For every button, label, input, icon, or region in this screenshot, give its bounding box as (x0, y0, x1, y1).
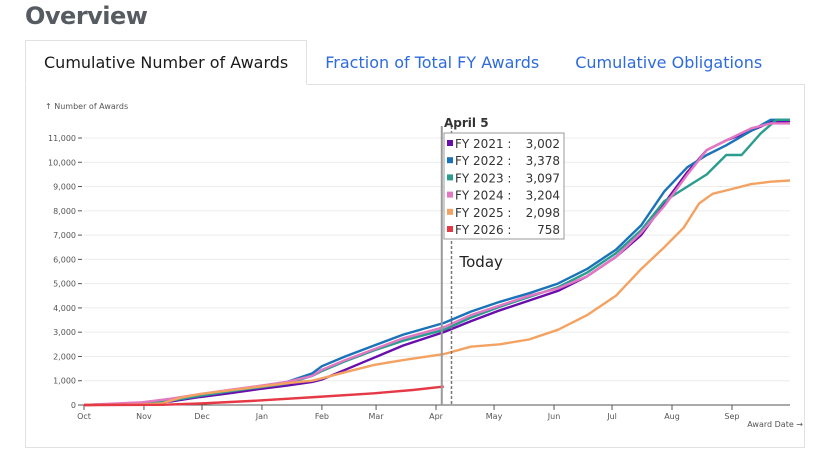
y-tick-label: 10,000 (48, 158, 76, 167)
y-tick-label: 2,000 (53, 352, 76, 361)
x-tick-label: Sep (724, 412, 739, 421)
hover-date-label: April 5 (444, 116, 489, 130)
y-tick-label: 9,000 (53, 183, 76, 192)
gridlines (84, 137, 790, 382)
y-tick-label: 6,000 (53, 255, 76, 264)
series-line-fy-2026 (83, 385, 444, 407)
x-tick-label: Aug (664, 412, 680, 421)
legend-swatch (447, 208, 453, 215)
x-axis: Oct Nov Dec Jan Feb Mar Apr May Jun Jul Aug Sep (77, 404, 790, 421)
legend-swatch (447, 226, 453, 232)
legend-swatch (447, 140, 453, 146)
x-tick-label: Jul (606, 412, 617, 421)
tab-fraction-of-total-fy-awards[interactable]: Fraction of Total FY Awards (325, 52, 540, 72)
tooltip-series-name: FY 2025 : (455, 206, 511, 220)
y-tick-label: 3,000 (53, 328, 76, 337)
y-tick-label: 8,000 (53, 207, 76, 216)
tab-bar: Cumulative Number of Awards Fraction of … (25, 40, 780, 85)
y-axis-label: ↑ Number of Awards (45, 102, 128, 111)
tooltip-series-value: 3,002 (526, 137, 560, 151)
legend-swatch (447, 157, 453, 164)
tooltip-series-value: 758 (537, 223, 560, 237)
series-line-fy-2021 (83, 119, 791, 407)
y-tick-label: 0 (71, 401, 76, 410)
x-tick-label: Oct (77, 412, 91, 421)
series-line-fy-2025 (83, 179, 791, 407)
series-lines (83, 118, 791, 407)
x-tick-label: Mar (369, 412, 385, 421)
x-tick-label: Jun (547, 412, 561, 421)
legend-swatch (447, 174, 453, 181)
tooltip-series-value: 3,097 (526, 171, 560, 185)
tooltip-series-name: FY 2022 : (455, 154, 511, 168)
y-tick-label: 4,000 (53, 304, 76, 313)
x-tick-label: Apr (429, 412, 444, 421)
y-axis: 0 1,000 2,000 3,000 4,000 5,000 6,000 7,000 8,00… (48, 134, 82, 410)
tab-cumulative-obligations[interactable]: Cumulative Obligations (575, 52, 763, 72)
chart-card (25, 84, 805, 448)
tooltip-series-value: 2,098 (526, 206, 560, 220)
tooltip-series-value: 3,204 (526, 189, 560, 203)
y-tick-label: 1,000 (53, 377, 76, 386)
tooltip-series-name: FY 2021 : (455, 137, 511, 151)
x-tick-label: May (486, 412, 503, 421)
hover-tooltip: April 5 FY 2021 : 3,002 FY 2022 : 3,378 FY 20… (443, 116, 565, 240)
series-line-fy-2024 (83, 122, 790, 407)
y-tick-label: 5,000 (53, 280, 76, 289)
y-tick-label: 7,000 (53, 231, 76, 240)
x-tick-label: Feb (315, 412, 329, 421)
tooltip-series-name: FY 2023 : (455, 171, 511, 185)
today-label: Today (459, 253, 504, 271)
tooltip-series-value: 3,378 (526, 154, 560, 168)
tab-cumulative-number-of-awards[interactable]: Cumulative Number of Awards (25, 40, 308, 85)
x-tick-label: Nov (136, 412, 152, 421)
x-tick-label: Dec (194, 412, 209, 421)
x-axis-label: Award Date → (747, 420, 803, 429)
page-title: Overview (25, 2, 148, 30)
x-tick-label: Jan (255, 412, 268, 421)
legend-swatch (447, 191, 453, 198)
y-tick-label: 11,000 (48, 134, 76, 143)
tooltip-series-name: FY 2026 : (455, 223, 511, 237)
tooltip-box (443, 132, 565, 240)
tooltip-series-name: FY 2024 : (455, 189, 511, 203)
